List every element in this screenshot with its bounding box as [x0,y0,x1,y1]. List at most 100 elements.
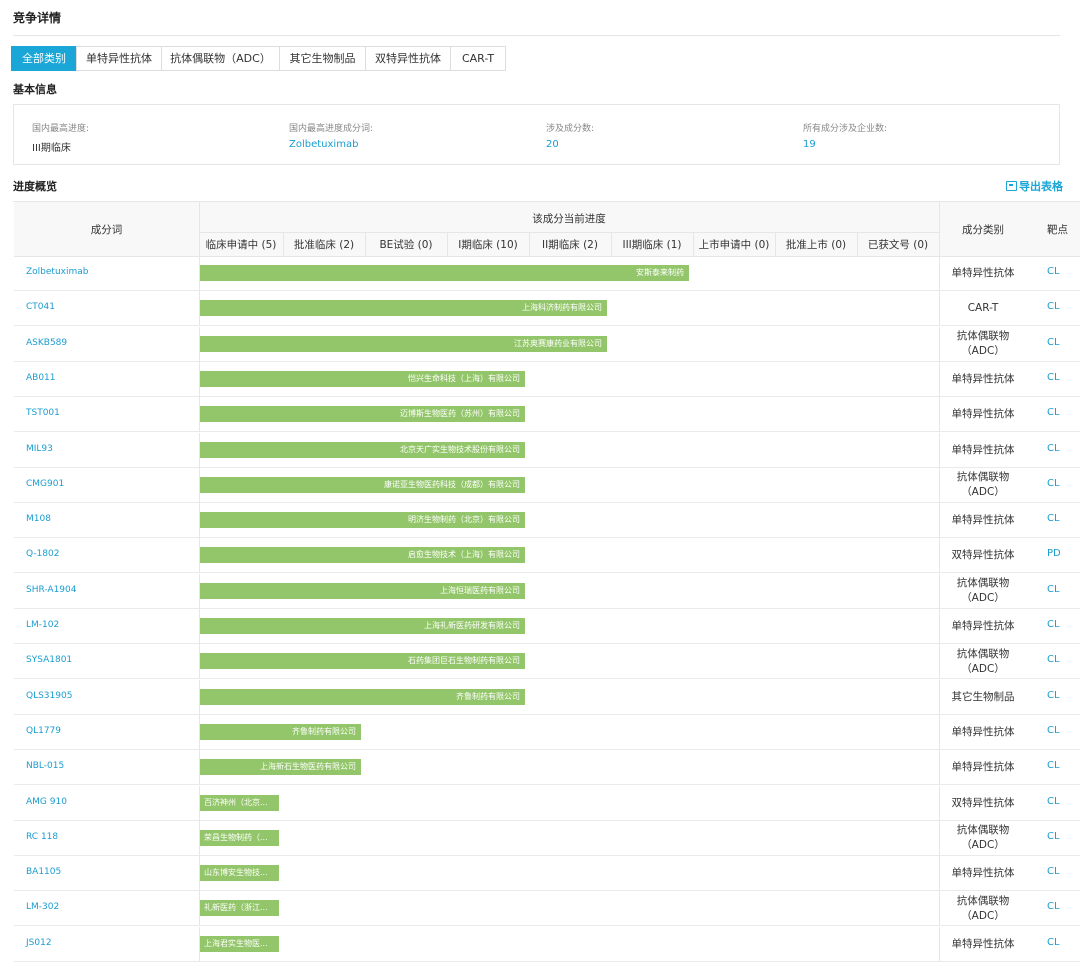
target-link[interactable]: CL [1047,830,1060,842]
component-link[interactable]: AB011 [26,372,56,383]
export-table-button[interactable]: 导出表格 [1006,178,1063,194]
progress-bar[interactable]: 恺兴生命科技（上海）有限公司 [199,370,525,387]
component-category: 单特异性抗体 [951,620,1015,632]
progress-bar[interactable]: 礼新医药（浙江... [199,900,279,917]
divider [939,891,940,927]
tab-bispecific[interactable]: 双特异性抗体 [365,46,451,71]
divider [939,361,940,397]
progress-bar[interactable]: 安斯泰来制药 [199,265,689,281]
target-link[interactable]: CL [1047,477,1060,489]
progress-bar[interactable]: 百济神州（北京... [199,794,279,811]
progress-bar[interactable]: 上海科济制药有限公司 [199,300,607,317]
component-link[interactable]: SHR-A1904 [26,584,77,595]
tab-adc[interactable]: 抗体偶联物（ADC） [161,46,280,71]
component-category: 单特异性抗体 [951,725,1015,738]
component-link[interactable]: ASKB589 [26,337,68,348]
component-category: 抗体偶联物（ADC） [956,577,1010,605]
progress-bar[interactable]: 荣昌生物制药（... [199,829,279,846]
component-link[interactable]: MIL93 [26,443,53,454]
target-link[interactable]: PD [1047,548,1061,560]
col-category-header: 成分类别 [962,224,1004,236]
info-label: 国内最高进度成分词: [289,124,374,134]
component-link[interactable]: QLS31905 [26,690,73,701]
component-link[interactable]: JS012 [26,937,52,948]
component-link[interactable]: BA1105 [26,867,62,878]
target-link[interactable]: CL [1047,654,1060,666]
component-link[interactable]: AMG 910 [26,796,67,807]
tab-monospecific[interactable]: 单特异性抗体 [76,46,162,71]
table-row: SHR-A1904 上海恒瑞医药有限公司 抗体偶联物（ADC） CL [14,573,1080,609]
component-category: 其它生物制品 [951,690,1015,703]
divider [939,609,940,644]
target-link[interactable]: CL [1047,407,1060,419]
target-link[interactable]: CL [1047,371,1060,383]
component-link[interactable]: LM-102 [26,620,60,630]
divider [199,609,200,644]
target-link[interactable]: CL [1047,513,1060,525]
target-link[interactable]: CL [1047,301,1060,313]
component-link[interactable]: QL1779 [26,725,62,736]
table-header: 成分词 该成分当前进度 成分类别 靶点 临床申请中 (5) 批准临床 (2) BE试… [14,202,1080,257]
target-link[interactable]: CL [1047,266,1060,277]
divider [199,750,200,786]
target-link[interactable]: CL [1047,901,1060,913]
progress-bar[interactable]: 山东博安生物技... [199,865,279,882]
component-link[interactable]: TST001 [26,408,60,419]
component-category: 抗体偶联物（ADC） [956,894,1010,922]
divider [939,750,940,786]
component-link[interactable]: M108 [26,514,51,525]
divider [939,785,940,821]
progress-bar[interactable]: 上海新石生物医药有限公司 [199,759,361,776]
progress-bar[interactable]: 迈博斯生物医药（苏州）有限公司 [199,406,525,423]
progress-bar[interactable]: 启愈生物技术（上海）有限公司 [199,547,525,564]
target-link[interactable]: CL [1047,619,1060,630]
target-link[interactable]: CL [1047,724,1060,736]
progress-bar[interactable]: 上海礼新医药研发有限公司 [199,618,525,634]
divider [939,202,940,256]
target-link[interactable]: CL [1047,689,1060,701]
component-link[interactable]: NBL-015 [26,761,65,772]
target-link[interactable]: CL [1047,795,1060,807]
progress-bar[interactable]: 明济生物制药（北京）有限公司 [199,512,525,529]
tab-all[interactable]: 全部类别 [11,46,77,71]
target-link[interactable]: CL [1047,442,1060,454]
divider [939,432,940,468]
component-category: 单特异性抗体 [951,267,1015,279]
component-link[interactable]: CMG901 [26,478,65,489]
component-link[interactable]: CT041 [26,302,55,313]
target-link[interactable]: CL [1047,936,1060,948]
table-row: Q-1802 启愈生物技术（上海）有限公司 双特异性抗体 PD [14,538,1080,574]
component-link[interactable]: LM-302 [26,902,60,913]
target-link[interactable]: CL [1047,583,1060,595]
export-label: 导出表格 [1019,180,1063,193]
component-link[interactable]: Zolbetuximab [26,267,89,277]
table-row: CMG901 康诺亚生物医药科技（成都）有限公司 抗体偶联物（ADC） CL [14,467,1080,503]
component-category: 单特异性抗体 [951,408,1015,421]
progress-bar[interactable]: 康诺亚生物医药科技（成都）有限公司 [199,476,525,493]
divider [199,467,200,503]
divider [365,232,366,256]
progress-bar[interactable]: 齐鲁制药有限公司 [199,723,361,740]
divider [857,232,858,256]
divider [199,785,200,821]
component-link[interactable]: RC 118 [26,831,59,842]
component-link[interactable]: Q-1802 [26,549,60,560]
progress-bar[interactable]: 上海恒瑞医药有限公司 [199,582,525,599]
info-link[interactable]: 20 [546,139,559,150]
target-link[interactable]: CL [1047,336,1060,348]
progress-bar[interactable]: 北京天广实生物技术股份有限公司 [199,441,525,458]
progress-bar[interactable]: 齐鲁制药有限公司 [199,688,525,705]
divider [199,644,200,680]
target-link[interactable]: CL [1047,866,1060,878]
info-link[interactable]: Zolbetuximab [289,139,359,150]
target-link[interactable]: CL [1047,760,1060,772]
component-link[interactable]: SYSA1801 [26,655,73,666]
divider [199,432,200,468]
info-link[interactable]: 19 [803,139,816,150]
progress-bar[interactable]: 上海君实生物医... [199,935,279,952]
tab-other-biologics[interactable]: 其它生物制品 [279,46,366,71]
divider [939,573,940,609]
tab-car-t[interactable]: CAR-T [450,46,506,71]
progress-bar[interactable]: 石药集团巨石生物制药有限公司 [199,653,525,670]
progress-bar[interactable]: 江苏奥赛康药业有限公司 [199,335,607,352]
